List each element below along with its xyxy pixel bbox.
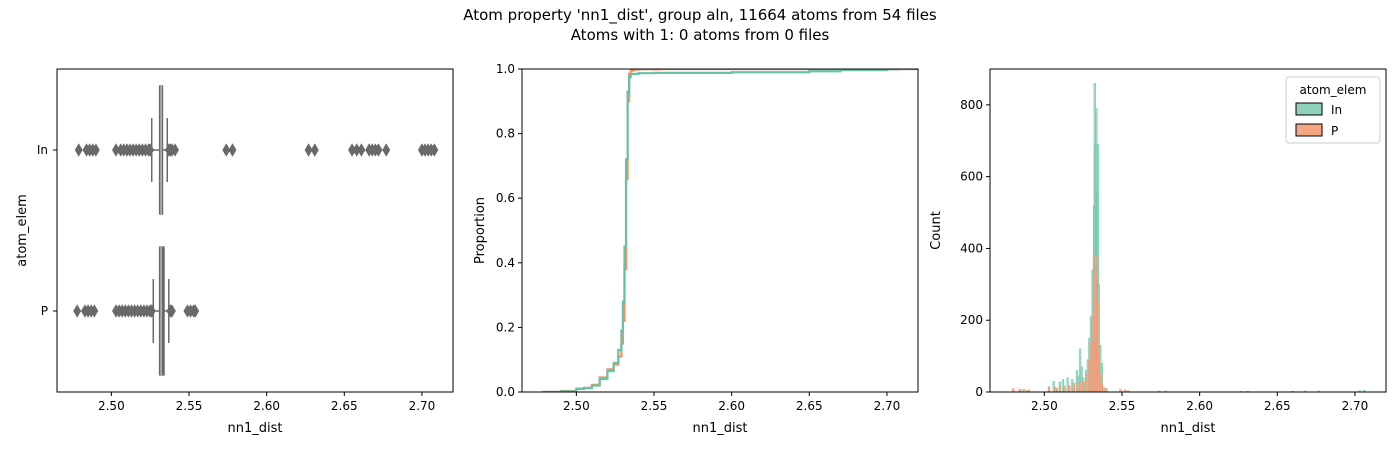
x-tick-label: 2.50 [98, 399, 125, 413]
legend-swatch-In [1295, 102, 1323, 116]
x-tick-label: 2.50 [1031, 399, 1058, 413]
y-tick-label: 0.4 [496, 256, 515, 270]
x-tick-label: 2.50 [563, 399, 590, 413]
y-tick-label: 200 [960, 313, 983, 327]
x-tick-label: 2.60 [1186, 399, 1213, 413]
x-tick-label: 2.60 [253, 399, 280, 413]
hist-bar-P [1075, 382, 1079, 392]
hist-bar-P [1063, 385, 1066, 392]
legend-label: In [1331, 103, 1342, 117]
ecdf-plot-area [542, 69, 918, 392]
legend-swatch-P [1295, 123, 1323, 137]
hist-bar-In [1318, 390, 1321, 392]
x-tick-label: 2.65 [331, 399, 358, 413]
hist-bar-In [1096, 144, 1100, 392]
outlier-marker [146, 143, 155, 157]
hist-bar-In [1358, 390, 1361, 392]
hist-bar-P [1027, 389, 1030, 392]
hist-bar-P [1078, 381, 1082, 392]
x-axis-label: nn1_dist [228, 421, 283, 436]
outlier-marker [191, 304, 200, 318]
x-axis-label: nn1_dist [1161, 421, 1216, 436]
outlier-marker [228, 143, 237, 157]
outlier-marker [73, 304, 82, 318]
legend-title: atom_elem [1300, 83, 1367, 97]
y-tick-label: 0.6 [496, 191, 515, 205]
y-tick-label: P [41, 304, 48, 318]
y-tick-label: 0.2 [496, 320, 515, 334]
box-plot-area [73, 85, 439, 376]
x-tick-label: 2.65 [796, 399, 823, 413]
outlier-marker [167, 304, 176, 318]
y-tick-label: 0.8 [496, 127, 515, 141]
hist-bar-In [1164, 390, 1167, 392]
hist-bar-P [1100, 382, 1103, 392]
y-axis-label: atom_elem [15, 194, 30, 266]
hist-bar-P [1123, 389, 1127, 392]
outlier-marker [357, 143, 366, 157]
axes-frame [989, 68, 1387, 393]
hist-bar-P [1085, 373, 1088, 392]
outlier-marker [147, 304, 156, 318]
y-tick-label: 400 [960, 241, 983, 255]
hist-bar-In [1304, 390, 1307, 392]
x-tick-label: 2.60 [718, 399, 745, 413]
x-tick-label: 2.55 [641, 399, 668, 413]
outlier-marker [90, 304, 99, 318]
axes-frame [56, 68, 454, 393]
y-axis-label: Count [929, 211, 944, 250]
hist-bar-In [1158, 390, 1161, 392]
ecdf-line-In [542, 69, 918, 392]
outlier-marker [374, 143, 383, 157]
hist-bar-P [1127, 390, 1130, 392]
outlier-marker [310, 143, 319, 157]
y-tick-label: 600 [960, 170, 983, 184]
y-tick-label: 1.0 [496, 62, 515, 76]
y-tick-label: 800 [960, 98, 983, 112]
legend: atom_elem In P [1285, 76, 1381, 144]
legend-label: P [1331, 124, 1338, 138]
hist-bar-P [1068, 386, 1071, 392]
x-axis-label: nn1_dist [693, 421, 748, 436]
figure-subtitle: Atoms with 1: 0 atoms from 0 files [570, 26, 830, 44]
x-tick-label: 2.55 [176, 399, 203, 413]
x-tick-label: 2.55 [1109, 399, 1136, 413]
outlier-marker [430, 143, 439, 157]
ecdf-line-P [542, 69, 918, 392]
x-tick-label: 2.70 [1342, 399, 1369, 413]
x-tick-label: 2.70 [409, 399, 436, 413]
box-P [158, 246, 165, 376]
y-tick-label: In [37, 143, 48, 157]
outlier-marker [382, 143, 391, 157]
hist-bar-P [1072, 384, 1075, 392]
hist-bar-P [1058, 386, 1062, 392]
x-tick-label: 2.65 [1264, 399, 1291, 413]
hist-bar-In [1363, 390, 1366, 392]
hist-bar-In [1052, 381, 1055, 392]
outlier-marker [74, 143, 83, 157]
outlier-marker [91, 143, 100, 157]
hist-bar-P [1082, 381, 1085, 392]
axes-frame [521, 68, 919, 393]
y-tick-label: 0 [975, 385, 983, 399]
outlier-marker [171, 143, 179, 157]
hist-plot-area [1012, 83, 1366, 392]
hist-bar-P [1047, 387, 1051, 392]
hist-bar-P [1012, 388, 1015, 392]
x-tick-label: 2.70 [874, 399, 901, 413]
figure-title: Atom property 'nn1_dist', group aln, 116… [463, 6, 937, 24]
y-axis-label: Proportion [473, 197, 488, 264]
hist-bar-P [1054, 386, 1057, 392]
y-tick-label: 0.0 [496, 385, 515, 399]
hist-bar-P [1103, 388, 1107, 392]
